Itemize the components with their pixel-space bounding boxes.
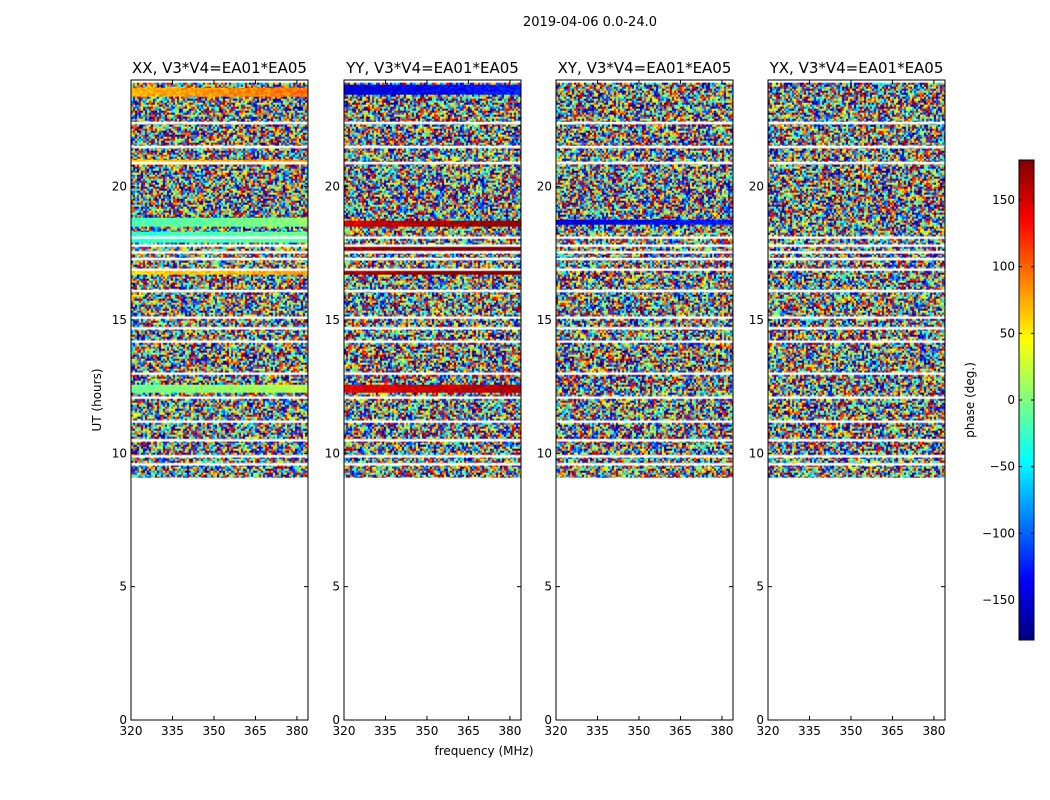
y-tick-label: 5	[119, 580, 127, 594]
x-tick-label: 335	[161, 724, 184, 738]
colorbar: 150 100 50 0 −50 −100 −150	[982, 159, 1035, 641]
colorbar-tick-label: −100	[982, 526, 1015, 540]
y-tick-label: 5	[544, 580, 552, 594]
x-tick-label: 320	[757, 724, 780, 738]
panel-frame	[130, 79, 309, 721]
panel-frame	[555, 79, 734, 721]
x-tick-label: 335	[798, 724, 821, 738]
x-tick-label: 380	[498, 724, 521, 738]
colorbar-tick-label: 100	[992, 260, 1015, 274]
panel-yx: YX, V3*V4=EA01*EA05 320 335 350 365 380 0 5 10 15…	[749, 59, 946, 738]
x-tick-label: 365	[669, 724, 692, 738]
y-tick-label: 5	[332, 580, 340, 594]
y-tick-label: 20	[112, 180, 127, 194]
y-tick-label: 0	[119, 713, 127, 727]
y-tick-label: 10	[537, 446, 552, 460]
y-tick-label: 0	[332, 713, 340, 727]
colorbar-tick-label: −150	[982, 593, 1015, 607]
y-tick-label: 10	[749, 446, 764, 460]
x-tick-label: 335	[586, 724, 609, 738]
figure-suptitle: 2019-04-06 0.0-24.0	[523, 15, 657, 30]
x-tick-label: 380	[922, 724, 945, 738]
y-tick-label: 15	[112, 313, 127, 327]
x-tick-label: 320	[333, 724, 356, 738]
panel-xx: XX, V3*V4=EA01*EA05 320 335 350 365 380 0 5 10 15…	[112, 59, 309, 738]
x-tick-label: 320	[120, 724, 143, 738]
x-tick-label: 350	[840, 724, 863, 738]
y-tick-label: 15	[537, 313, 552, 327]
x-tick-label: 365	[881, 724, 904, 738]
y-tick-label: 10	[325, 446, 340, 460]
panel-title-xx: XX, V3*V4=EA01*EA05	[132, 59, 307, 77]
x-tick-label: 380	[710, 724, 733, 738]
y-tick-label: 5	[756, 580, 764, 594]
y-tick-label: 0	[756, 713, 764, 727]
colorbar-tick-label: −50	[990, 460, 1015, 474]
x-tick-label: 380	[285, 724, 308, 738]
x-tick-label: 335	[374, 724, 397, 738]
x-tick-label: 350	[416, 724, 439, 738]
y-axis-label: UT (hours)	[90, 368, 104, 431]
panel-title-xy: XY, V3*V4=EA01*EA05	[558, 59, 732, 77]
y-tick-label: 0	[544, 713, 552, 727]
y-tick-label: 15	[749, 313, 764, 327]
heatmap-yx	[768, 82, 945, 478]
heatmap-yy	[344, 82, 521, 478]
colorbar-tick-label: 0	[1007, 393, 1015, 407]
x-tick-label: 320	[545, 724, 568, 738]
y-tick-label: 20	[537, 180, 552, 194]
panel-xy: XY, V3*V4=EA01*EA05 320 335 350 365 380 0 5 10 15…	[537, 59, 734, 738]
panel-title-yx: YX, V3*V4=EA01*EA05	[769, 59, 944, 77]
panels-group: XX, V3*V4=EA01*EA05 320 335 350 365 380 0 5 10 15…	[112, 59, 946, 738]
x-axis-label: frequency (MHz)	[434, 744, 533, 758]
x-tick-label: 350	[203, 724, 226, 738]
y-tick-label: 20	[325, 180, 340, 194]
panel-frame	[767, 79, 946, 721]
panel-frame	[343, 79, 522, 721]
colorbar-label: phase (deg.)	[963, 362, 977, 438]
heatmap-xy	[556, 82, 733, 478]
panel-title-yy: YY, V3*V4=EA01*EA05	[345, 59, 519, 77]
x-tick-label: 365	[244, 724, 267, 738]
x-tick-label: 365	[457, 724, 480, 738]
y-tick-label: 10	[112, 446, 127, 460]
colorbar-tick-label: 50	[1000, 326, 1015, 340]
y-tick-label: 15	[325, 313, 340, 327]
panel-yy: YY, V3*V4=EA01*EA05 320 335 350 365 380 0 5 10 15…	[325, 59, 522, 738]
x-tick-label: 350	[628, 724, 651, 738]
y-tick-label: 20	[749, 180, 764, 194]
colorbar-tick-label: 150	[992, 193, 1015, 207]
heatmap-xx	[131, 82, 308, 478]
